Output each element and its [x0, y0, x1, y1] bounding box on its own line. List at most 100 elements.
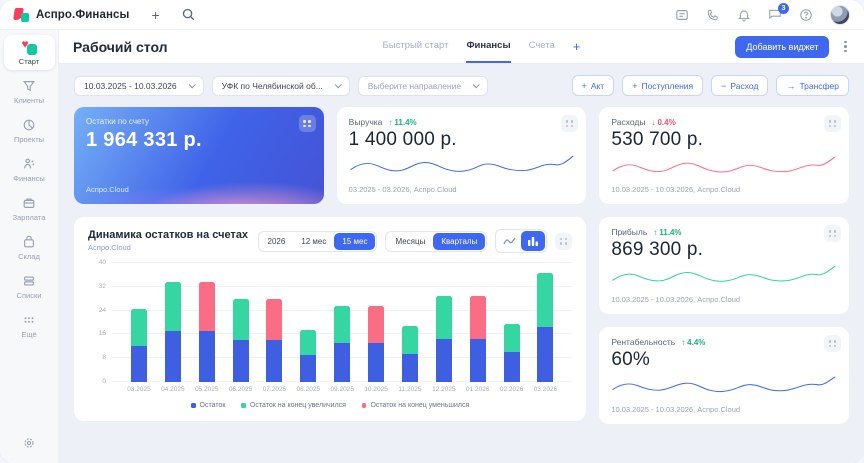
add-tab-button[interactable]: + [572, 39, 581, 54]
profit-value: 869 300 р. [611, 239, 704, 260]
transfer-button[interactable]: → Трансфер [776, 75, 849, 96]
date-range-select[interactable]: 10.03.2025 - 10.03.2026 [74, 75, 204, 96]
legend-item: Остаток на конец увеличился [241, 402, 346, 409]
top-bar: Аспро.Финансы + 3 [0, 0, 864, 30]
sidebar-item-warehouse[interactable]: Склад [4, 229, 55, 265]
add-widget-button[interactable]: Добавить виджет [735, 35, 830, 58]
brand-name: Аспро.Финансы [36, 8, 130, 21]
arrow-down-icon: ↓ [651, 117, 656, 127]
sidebar-item-start[interactable]: ♥ Старт [3, 35, 55, 70]
group-months[interactable]: Месяцы [395, 236, 426, 246]
sidebar-item-projects[interactable]: Проекты [4, 112, 55, 148]
profit-delta: ↑ 11.4% [653, 227, 682, 237]
range-2026[interactable]: 2026 [267, 236, 286, 246]
sidebar-item-lists[interactable]: Списки [4, 268, 55, 304]
sidebar-item-finance[interactable]: Финансы [4, 151, 55, 187]
dashboard-tabs: Быстрый старт Финансы Счета + [323, 28, 581, 63]
range-segmented-control: 2026 12 мес 15 мес [257, 230, 378, 252]
sidebar-item-salary[interactable]: Зарплата [4, 190, 55, 226]
list-icon [21, 273, 37, 289]
help-icon[interactable] [799, 8, 813, 22]
drag-handle-icon[interactable] [298, 115, 316, 132]
expense-button[interactable]: − Расход [711, 75, 769, 96]
balance-brand: Аспро.Cloud [86, 185, 129, 194]
arrow-up-icon: ↑ [388, 117, 393, 127]
phone-icon[interactable] [706, 8, 720, 22]
notes-icon[interactable] [675, 8, 689, 22]
chevron-down-icon [188, 81, 196, 89]
profit-label: Прибыль [611, 227, 648, 237]
bar-chart-icon[interactable] [521, 231, 546, 251]
chat-icon[interactable]: 3 [768, 2, 789, 22]
group-quarters[interactable]: Кварталы [433, 232, 486, 250]
profit-card: Прибыль ↑ 11.4% 869 300 р. 10.03.2025 - 1… [599, 217, 849, 314]
drag-handle-icon[interactable] [824, 115, 841, 132]
sidebar-item-clients[interactable]: Клиенты [4, 73, 55, 109]
expenses-sparkline [612, 156, 836, 173]
sidebar-settings[interactable] [4, 430, 55, 455]
x-axis-labels: 03.2025 04.2025 05.2025 06.2025 07.2025 08.20… [127, 386, 558, 393]
act-button[interactable]: + Акт [571, 75, 615, 96]
margin-sparkline [612, 376, 836, 393]
tab-quick-start[interactable]: Быстрый старт [382, 40, 449, 51]
balance-card: Остатки по счету 1 964 331 р. Аспро.Clou… [74, 107, 324, 204]
revenue-delta: ↑ 11.4% [388, 117, 417, 127]
range-12m[interactable]: 12 мес [301, 236, 327, 246]
sidebar-item-more[interactable]: Ещё [4, 307, 55, 343]
expenses-period: 10.03.2025 - 10.03.2026, Аспро.Cloud [611, 185, 741, 194]
chevron-down-icon [472, 81, 480, 89]
profit-sparkline [612, 265, 836, 282]
line-chart-icon[interactable] [497, 231, 521, 251]
more-grid-icon [21, 312, 37, 328]
search-icon[interactable] [182, 8, 195, 21]
drag-handle-icon[interactable] [561, 115, 579, 132]
pie-icon [21, 117, 37, 133]
arrow-up-icon: ↑ [653, 227, 658, 237]
page-header: Рабочий стол Быстрый старт Финансы Счета… [59, 30, 864, 64]
expenses-card: Расходы ↓ 0.4% 530 700 р. 10.03.2025 - 10… [599, 107, 849, 204]
chart-type-control [495, 229, 548, 253]
tab-accounts[interactable]: Счета [528, 40, 555, 51]
drag-handle-icon[interactable] [555, 232, 573, 250]
bar-plot: 0 8 16 24 32 40 [99, 259, 573, 385]
balance-dynamics-chart-card: Динамика остатков на счетах Аспро.Cloud … [74, 217, 587, 421]
quick-add-icon[interactable]: + [151, 6, 160, 23]
margin-card: Рентабельность ↑ 4.4% 60% 10.03.2025 - 10… [599, 327, 849, 424]
balance-value: 1 964 331 р. [86, 129, 202, 151]
direction-select[interactable]: Выберите направление [357, 75, 489, 96]
wallet-icon [21, 195, 37, 211]
expenses-label: Расходы [611, 117, 646, 127]
revenue-period: 03.2025 - 03.2026, Аспро.Cloud [348, 185, 457, 194]
grouping-segmented-control: Месяцы Кварталы [385, 230, 488, 252]
tab-finance[interactable]: Финансы [466, 28, 511, 63]
profit-period: 10.03.2025 - 10.03.2026, Аспро.Cloud [611, 295, 741, 304]
drag-handle-icon[interactable] [824, 335, 841, 352]
revenue-value: 1 400 000 р. [348, 129, 457, 150]
range-15m[interactable]: 15 мес [334, 232, 376, 250]
margin-period: 10.03.2025 - 10.03.2026, Аспро.Cloud [611, 405, 741, 414]
cards-row-1: Остатки по счету 1 964 331 р. Аспро.Clou… [74, 107, 849, 204]
finance-icon [21, 156, 37, 172]
funnel-icon [21, 78, 37, 94]
chart-legend: Остаток Остаток на конец увеличился Остато… [88, 402, 572, 409]
bar-columns [112, 263, 572, 382]
bell-icon[interactable] [737, 8, 751, 22]
income-button[interactable]: + Поступления [622, 75, 704, 96]
box-icon [21, 234, 37, 250]
drag-handle-icon[interactable] [824, 225, 841, 242]
filter-row: 10.03.2025 - 10.03.2026 УФК по Челябинск… [74, 75, 849, 96]
account-select[interactable]: УФК по Челябинской об... [211, 75, 350, 96]
user-avatar[interactable] [830, 4, 850, 25]
chevron-down-icon [334, 81, 342, 89]
kebab-menu-icon[interactable] [841, 38, 850, 56]
legend-item: Остаток [191, 402, 225, 409]
revenue-label: Выручка [348, 117, 383, 127]
dashboard-content: 10.03.2025 - 10.03.2026 УФК по Челябинск… [59, 64, 864, 463]
margin-delta: ↑ 4.4% [681, 337, 706, 347]
revenue-sparkline [349, 155, 574, 172]
main-area: Рабочий стол Быстрый старт Финансы Счета… [59, 30, 864, 463]
margin-value: 60% [611, 349, 650, 370]
balance-label: Остатки по счету [86, 117, 149, 126]
expenses-value: 530 700 р. [611, 129, 704, 150]
